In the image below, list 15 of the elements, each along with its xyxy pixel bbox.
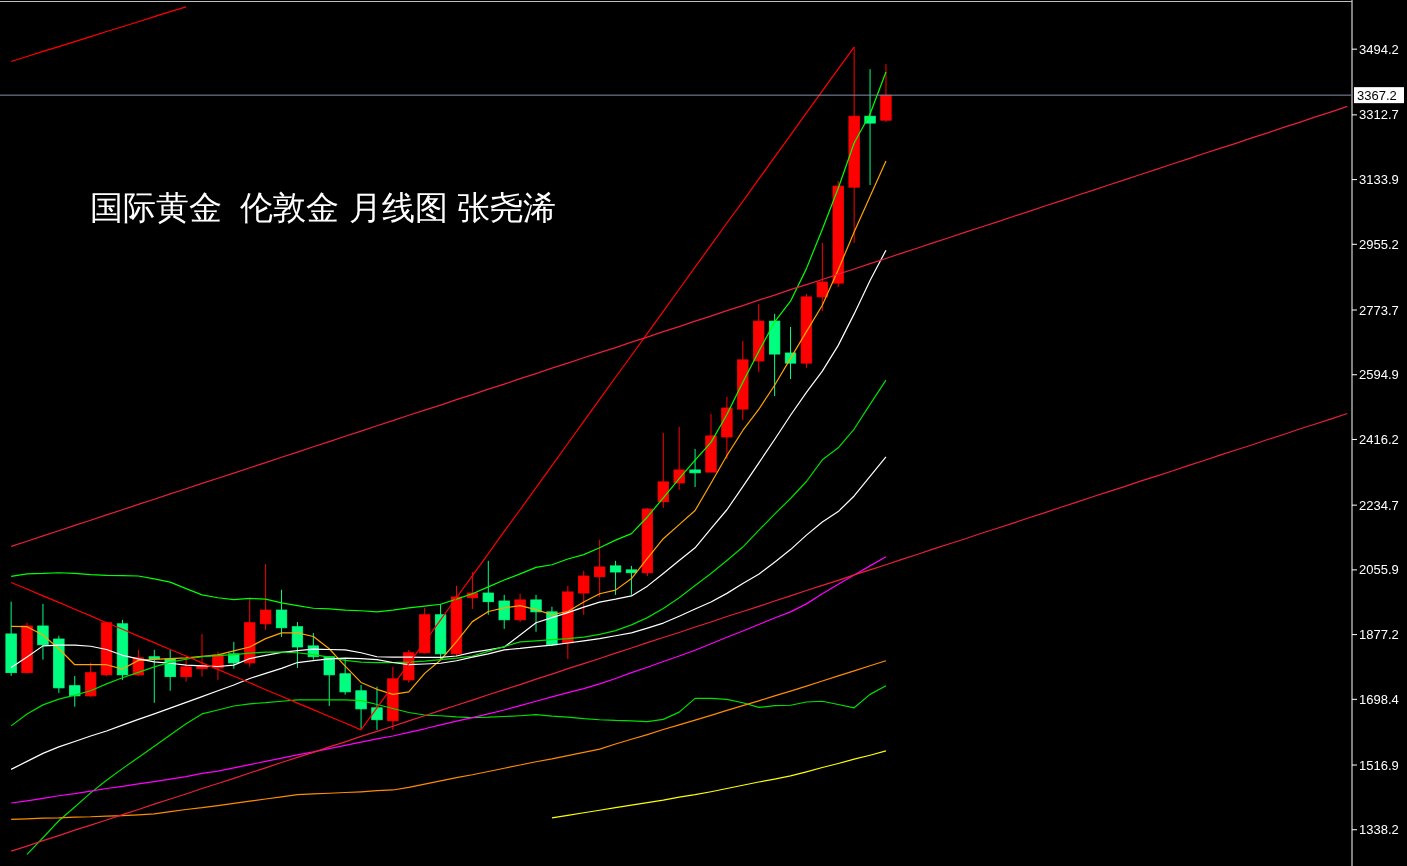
y-tick-label: 2416.2 — [1359, 431, 1399, 447]
title: 国际黄金 伦敦金 月线图 张尧浠 — [90, 188, 556, 226]
y-tick-label: 3494.2 — [1359, 41, 1399, 57]
y-tick-label: 3312.7 — [1359, 107, 1399, 123]
y-tick-label: 2773.7 — [1359, 302, 1399, 318]
y-tick-label: 1877.2 — [1359, 627, 1399, 643]
y-tick-label: 1698.4 — [1359, 691, 1399, 707]
ref-line-label: 3367.2 — [1357, 87, 1397, 103]
y-tick-label: 3133.9 — [1359, 172, 1399, 188]
y-tick-label: 1338.2 — [1359, 822, 1399, 838]
y-tick-label: 1516.9 — [1359, 757, 1399, 773]
y-tick-label: 2055.9 — [1359, 562, 1399, 578]
y-tick-label: 2234.7 — [1359, 497, 1399, 513]
y-tick-label: 2955.2 — [1359, 236, 1399, 252]
y-tick-label: 2594.9 — [1359, 367, 1399, 383]
